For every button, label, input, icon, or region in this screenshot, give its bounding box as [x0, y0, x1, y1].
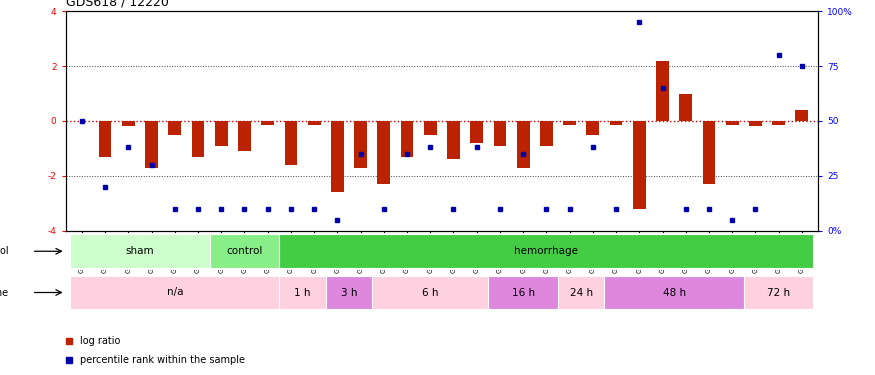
Bar [586, 121, 599, 135]
Bar [168, 121, 181, 135]
Text: control: control [227, 246, 262, 256]
Bar [401, 121, 413, 157]
Bar [326, 276, 372, 309]
Bar [493, 121, 507, 146]
Text: hemorrhage: hemorrhage [514, 246, 578, 256]
Bar [447, 121, 460, 159]
Text: percentile rank within the sample: percentile rank within the sample [80, 355, 245, 365]
Bar [308, 121, 320, 125]
Bar [605, 276, 744, 309]
Bar [354, 121, 367, 168]
Bar [372, 276, 488, 309]
Bar [656, 61, 668, 121]
Bar [725, 121, 738, 125]
Text: 6 h: 6 h [422, 288, 438, 297]
Bar [145, 121, 158, 168]
Text: log ratio: log ratio [80, 336, 120, 346]
Bar [795, 110, 808, 121]
Bar [471, 121, 483, 143]
Text: 1 h: 1 h [294, 288, 311, 297]
Text: protocol: protocol [0, 246, 9, 256]
Bar [424, 121, 437, 135]
Bar [749, 121, 762, 126]
Bar [279, 234, 814, 268]
Text: 72 h: 72 h [767, 288, 790, 297]
Text: 16 h: 16 h [512, 288, 535, 297]
Bar [540, 121, 553, 146]
Bar [558, 276, 605, 309]
Bar [377, 121, 390, 184]
Text: time: time [0, 288, 9, 297]
Bar [517, 121, 529, 168]
Text: 3 h: 3 h [340, 288, 357, 297]
Bar [238, 121, 251, 151]
Bar [215, 121, 228, 146]
Bar [633, 121, 646, 208]
Bar [331, 121, 344, 192]
Bar [488, 276, 558, 309]
Text: n/a: n/a [166, 288, 183, 297]
Bar [773, 121, 785, 125]
Bar [610, 121, 622, 125]
Bar [99, 121, 111, 157]
Bar [564, 121, 576, 125]
Bar [703, 121, 716, 184]
Bar [744, 276, 814, 309]
Text: 24 h: 24 h [570, 288, 592, 297]
Bar [192, 121, 205, 157]
Text: 48 h: 48 h [662, 288, 686, 297]
Bar [679, 93, 692, 121]
Bar [122, 121, 135, 126]
Bar [70, 234, 210, 268]
Bar [284, 121, 298, 165]
Text: GDS618 / 12220: GDS618 / 12220 [66, 0, 169, 9]
Bar [70, 276, 279, 309]
Bar [262, 121, 274, 125]
Bar [210, 234, 279, 268]
Bar [279, 276, 326, 309]
Text: sham: sham [126, 246, 154, 256]
